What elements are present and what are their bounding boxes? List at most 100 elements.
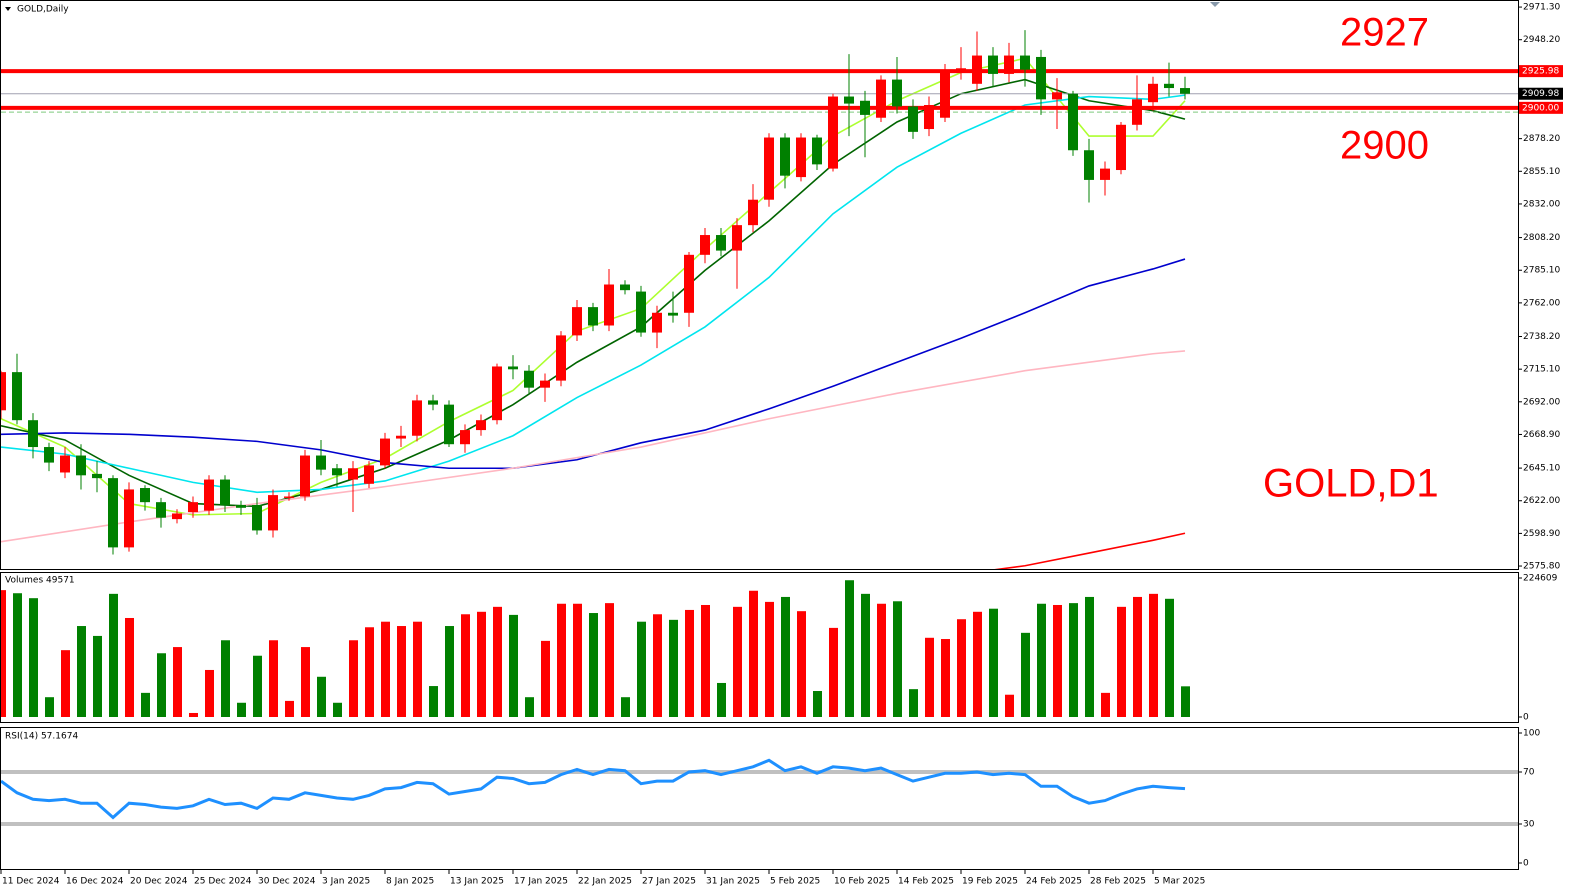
candle-body bbox=[1180, 88, 1190, 94]
candle-body bbox=[796, 137, 806, 178]
y-tick-label: 2738.20 bbox=[1523, 332, 1560, 342]
volume-bar bbox=[589, 613, 598, 717]
y-tick-label: 2762.00 bbox=[1523, 298, 1560, 308]
volume-bar bbox=[237, 702, 246, 717]
rsi-panel bbox=[0, 727, 1519, 870]
candle-body bbox=[604, 284, 614, 326]
volume-bar bbox=[77, 626, 86, 717]
volume-bar bbox=[317, 676, 326, 717]
candle-body bbox=[300, 455, 310, 497]
volume-bar bbox=[509, 614, 518, 717]
candle-body bbox=[156, 502, 166, 518]
shift-marker bbox=[1210, 2, 1220, 7]
y-tick-label: 2575.80 bbox=[1523, 562, 1560, 572]
volume-bar bbox=[989, 608, 998, 717]
candle-body bbox=[1004, 55, 1014, 74]
volume-bar bbox=[381, 621, 390, 717]
y-tick-label: 2832.00 bbox=[1523, 199, 1560, 209]
candle-body bbox=[332, 468, 342, 476]
volume-bar bbox=[253, 655, 262, 717]
y-tick-label: 2692.00 bbox=[1523, 397, 1560, 407]
candle-body bbox=[76, 455, 86, 476]
candle-body bbox=[60, 455, 70, 473]
volume-bar bbox=[333, 702, 342, 717]
volume-bar bbox=[637, 621, 646, 717]
volume-bar bbox=[749, 590, 758, 717]
x-tick-label: 25 Dec 2024 bbox=[194, 877, 252, 887]
candle-body bbox=[124, 489, 134, 548]
candle-body bbox=[844, 96, 854, 104]
y-tick-label: 2855.10 bbox=[1523, 167, 1560, 177]
annotation: 2927 bbox=[1340, 11, 1429, 55]
volume-bar bbox=[973, 611, 982, 717]
candle-body bbox=[668, 312, 678, 316]
candle-body bbox=[828, 96, 838, 169]
volume-bar bbox=[93, 635, 102, 717]
x-tick-label: 3 Jan 2025 bbox=[322, 877, 370, 887]
volume-bar bbox=[1069, 603, 1078, 717]
candle-body bbox=[1132, 99, 1142, 125]
volume-bar bbox=[221, 640, 230, 717]
level-label: 2925.98 bbox=[1522, 67, 1559, 77]
level-label-box bbox=[1519, 101, 1563, 114]
volume-bar bbox=[141, 692, 150, 717]
y-tick-label: 224609 bbox=[1523, 574, 1558, 584]
volume-bar bbox=[925, 637, 934, 717]
x-tick-label: 5 Feb 2025 bbox=[770, 877, 820, 887]
x-tick-label: 5 Mar 2025 bbox=[1154, 877, 1205, 887]
x-tick-label: 28 Feb 2025 bbox=[1090, 877, 1146, 887]
level-label-box bbox=[1519, 87, 1563, 100]
volume-bar bbox=[1005, 694, 1014, 717]
moving-average bbox=[1, 78, 1186, 508]
candle-body bbox=[396, 435, 406, 439]
candle-body bbox=[972, 55, 982, 84]
volume-bar bbox=[125, 617, 134, 717]
y-tick-label: 2668.90 bbox=[1523, 430, 1560, 440]
x-tick-label: 11 Dec 2024 bbox=[2, 877, 60, 887]
candle-body bbox=[444, 404, 454, 445]
x-tick-label: 16 Dec 2024 bbox=[66, 877, 124, 887]
candle-body bbox=[252, 504, 262, 531]
candle-body bbox=[188, 502, 198, 513]
y-tick-label: 2622.00 bbox=[1523, 496, 1560, 506]
volume-bar bbox=[1133, 596, 1142, 717]
x-tick-label: 24 Feb 2025 bbox=[1026, 877, 1082, 887]
annotation: GOLD,D1 bbox=[1263, 462, 1439, 506]
y-tick-label: 2785.10 bbox=[1523, 266, 1560, 276]
volume-bar bbox=[653, 614, 662, 717]
candle-body bbox=[492, 366, 502, 421]
candle-body bbox=[620, 284, 630, 291]
candle-body bbox=[652, 312, 662, 333]
volume-bar bbox=[61, 650, 70, 717]
candle-body bbox=[284, 496, 294, 498]
candle-body bbox=[716, 235, 726, 251]
volume-bar bbox=[525, 697, 534, 717]
level-label: 2900.00 bbox=[1522, 103, 1559, 113]
x-tick-label: 8 Jan 2025 bbox=[386, 877, 434, 887]
x-tick-label: 14 Feb 2025 bbox=[898, 877, 954, 887]
candle-body bbox=[892, 79, 902, 107]
volume-bar bbox=[189, 712, 198, 717]
candle-body bbox=[1068, 93, 1078, 151]
volume-bar bbox=[829, 627, 838, 717]
candle-body bbox=[460, 430, 470, 445]
volume-bar bbox=[397, 626, 406, 717]
volume-bar bbox=[413, 621, 422, 717]
moving-average bbox=[994, 532, 1186, 569]
candle-body bbox=[476, 420, 486, 431]
candle-body bbox=[876, 79, 886, 118]
candle-body bbox=[700, 235, 710, 255]
y-tick-label: 2878.20 bbox=[1523, 134, 1560, 144]
candle-body bbox=[764, 137, 774, 200]
volume-bar bbox=[1085, 596, 1094, 717]
chart-title: GOLD,Daily bbox=[17, 5, 69, 15]
y-tick-label: 0 bbox=[1523, 713, 1529, 723]
candle-body bbox=[556, 335, 566, 381]
volume-bar bbox=[1165, 598, 1174, 717]
volume-bar bbox=[157, 653, 166, 717]
volume-bar bbox=[861, 593, 870, 717]
candle-body bbox=[428, 400, 438, 405]
candle-body bbox=[940, 69, 950, 118]
candle-body bbox=[1036, 56, 1046, 100]
